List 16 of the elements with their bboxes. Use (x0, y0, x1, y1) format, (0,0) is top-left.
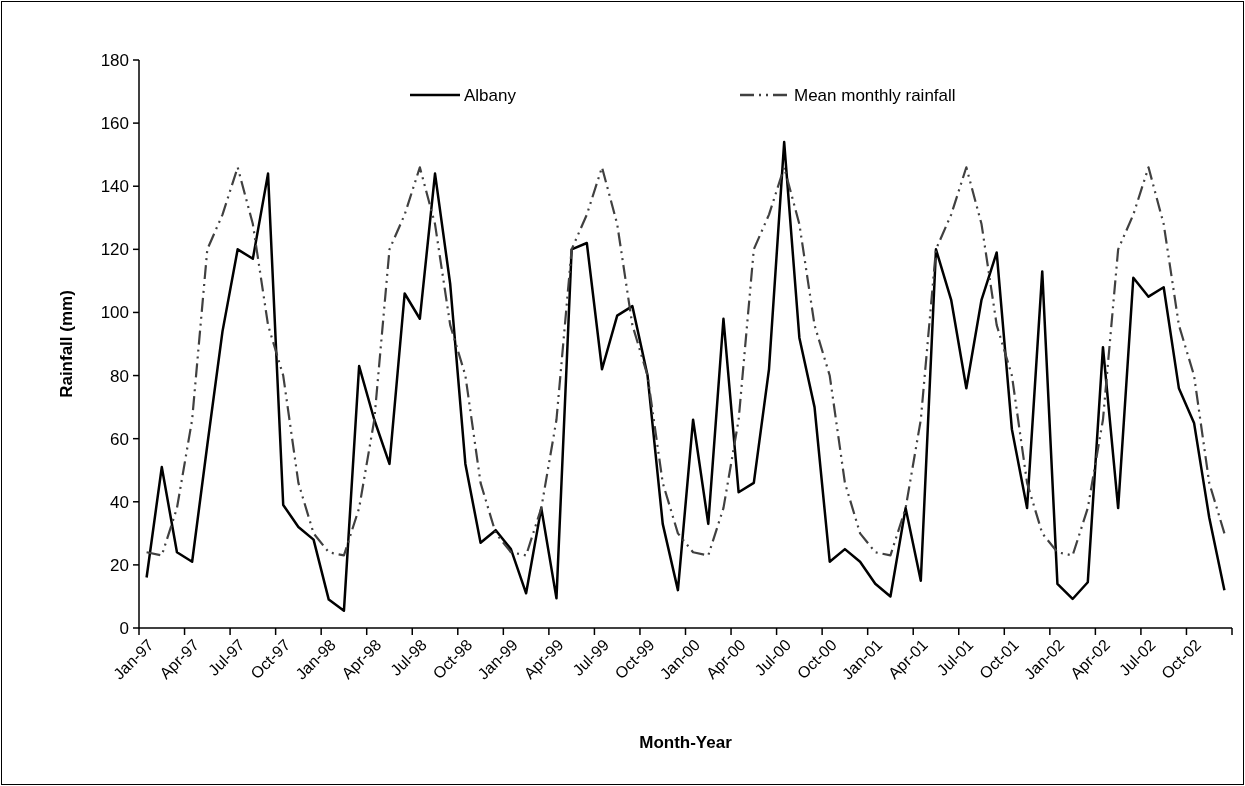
y-tick-label: 100 (100, 303, 129, 323)
y-tick-label: 0 (119, 618, 129, 638)
y-tick-label: 160 (100, 114, 129, 134)
y-tick-label: 20 (110, 555, 129, 575)
y-tick-label: 120 (100, 240, 129, 260)
x-axis-title: Month-Year (639, 733, 733, 752)
y-tick-label: 80 (110, 366, 129, 386)
y-tick-label: 180 (100, 50, 129, 70)
y-tick-label: 40 (110, 492, 129, 512)
legend-label: Albany (464, 85, 517, 105)
line-series (145, 140, 1226, 612)
y-axis-title: Rainfall (mm) (57, 290, 76, 398)
y-tick-label: 60 (110, 429, 129, 449)
legend-label: Mean monthly rainfall (794, 85, 956, 105)
y-tick-label: 140 (100, 177, 129, 197)
line-series (145, 166, 1226, 557)
